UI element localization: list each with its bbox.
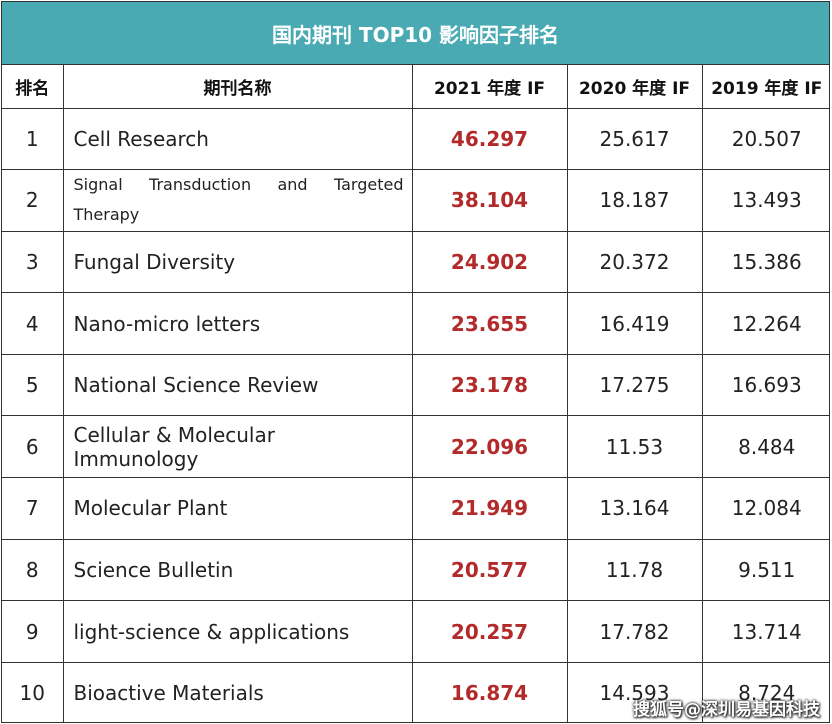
header-if2020: 2020 年度 IF bbox=[566, 65, 703, 109]
if2021-cell: 46.297 bbox=[411, 107, 568, 171]
header-row: 排名 期刊名称 2021 年度 IF 2020 年度 IF 2019 年度 IF bbox=[2, 65, 829, 109]
rank-cell: 4 bbox=[2, 292, 64, 355]
rank-cell: 10 bbox=[2, 661, 64, 722]
journal-name-cell: National Science Review bbox=[62, 353, 413, 417]
table-row: 10 Bioactive Materials 16.874 14.593 8.7… bbox=[2, 661, 829, 722]
rank-cell: 5 bbox=[2, 353, 64, 417]
if2021-cell: 16.874 bbox=[411, 661, 568, 722]
if2019-cell: 9.511 bbox=[701, 538, 829, 602]
header-if2021: 2021 年度 IF bbox=[411, 65, 568, 109]
if2019-cell: 12.264 bbox=[701, 292, 829, 355]
table-row: 1 Cell Research 46.297 25.617 20.507 bbox=[2, 107, 829, 171]
journal-name-cell: Nano-micro letters bbox=[62, 292, 413, 355]
if2021-cell: 20.257 bbox=[411, 600, 568, 663]
journal-name-cell: Bioactive Materials bbox=[62, 661, 413, 722]
header-name: 期刊名称 bbox=[62, 65, 413, 109]
journal-name-cell: Signal Transduction and Targeted Therapy bbox=[62, 169, 413, 232]
if2019-cell: 16.693 bbox=[701, 353, 829, 417]
table-row: 2 Signal Transduction and Targeted Thera… bbox=[2, 169, 829, 232]
if2021-cell: 20.577 bbox=[411, 538, 568, 602]
if2020-cell: 11.53 bbox=[566, 415, 703, 479]
if2021-cell: 21.949 bbox=[411, 477, 568, 540]
watermark: 搜狐号@深圳易基因科技 bbox=[633, 700, 820, 720]
if2020-cell: 17.782 bbox=[566, 600, 703, 663]
table-row: 6 Cellular & Molecular Immunology 22.096… bbox=[2, 415, 829, 479]
table-row: 8 Science Bulletin 20.577 11.78 9.511 bbox=[2, 538, 829, 602]
if2019-cell: 13.714 bbox=[701, 600, 829, 663]
rank-cell: 9 bbox=[2, 600, 64, 663]
rank-cell: 3 bbox=[2, 230, 64, 294]
if2021-cell: 24.902 bbox=[411, 230, 568, 294]
table-row: 3 Fungal Diversity 24.902 20.372 15.386 bbox=[2, 230, 829, 294]
journal-name-cell: Molecular Plant bbox=[62, 477, 413, 540]
journal-name-cell: Cellular & Molecular Immunology bbox=[62, 415, 413, 479]
if2020-cell: 18.187 bbox=[566, 169, 703, 232]
if2020-cell: 17.275 bbox=[566, 353, 703, 417]
if2019-cell: 12.084 bbox=[701, 477, 829, 540]
if2021-cell: 23.178 bbox=[411, 353, 568, 417]
if2020-cell: 14.593 bbox=[566, 661, 703, 722]
journal-name-cell: Fungal Diversity bbox=[62, 230, 413, 294]
table-title: 国内期刊 TOP10 影响因子排名 bbox=[2, 2, 829, 65]
header-if2019: 2019 年度 IF bbox=[701, 65, 829, 109]
ranking-table: 排名 期刊名称 2021 年度 IF 2020 年度 IF 2019 年度 IF… bbox=[2, 65, 829, 722]
if2020-cell: 11.78 bbox=[566, 538, 703, 602]
table-row: 9 light-science & applications 20.257 17… bbox=[2, 600, 829, 663]
if2020-cell: 25.617 bbox=[566, 107, 703, 171]
table-row: 5 National Science Review 23.178 17.275 … bbox=[2, 353, 829, 417]
if2019-cell: 8.724 bbox=[701, 661, 829, 722]
if2020-cell: 13.164 bbox=[566, 477, 703, 540]
if2021-cell: 23.655 bbox=[411, 292, 568, 355]
if2020-cell: 16.419 bbox=[566, 292, 703, 355]
header-rank: 排名 bbox=[2, 65, 64, 109]
if2019-cell: 8.484 bbox=[701, 415, 829, 479]
if2019-cell: 20.507 bbox=[701, 107, 829, 171]
if2021-cell: 22.096 bbox=[411, 415, 568, 479]
rank-cell: 6 bbox=[2, 415, 64, 479]
journal-name-cell: light-science & applications bbox=[62, 600, 413, 663]
journal-name-cell: Cell Research bbox=[62, 107, 413, 171]
if2021-cell: 38.104 bbox=[411, 169, 568, 232]
if2019-cell: 13.493 bbox=[701, 169, 829, 232]
if2020-cell: 20.372 bbox=[566, 230, 703, 294]
rank-cell: 1 bbox=[2, 107, 64, 171]
rank-cell: 7 bbox=[2, 477, 64, 540]
table-row: 4 Nano-micro letters 23.655 16.419 12.26… bbox=[2, 292, 829, 355]
table-row: 7 Molecular Plant 21.949 13.164 12.084 bbox=[2, 477, 829, 540]
if2019-cell: 15.386 bbox=[701, 230, 829, 294]
rank-cell: 2 bbox=[2, 169, 64, 232]
journal-name-cell: Science Bulletin bbox=[62, 538, 413, 602]
rank-cell: 8 bbox=[2, 538, 64, 602]
